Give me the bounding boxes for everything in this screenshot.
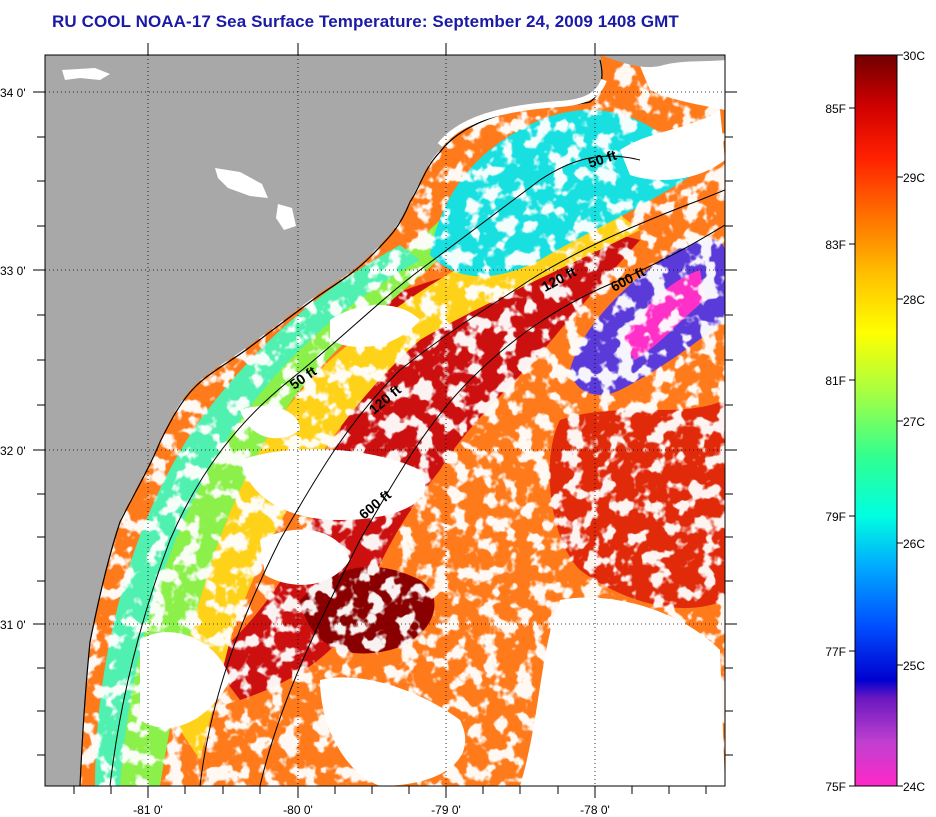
barrier-fringe (437, 78, 607, 147)
cb-label-30c: 30C (903, 49, 925, 63)
lat-label-33: 33 0' (0, 264, 26, 278)
land-mass (45, 55, 602, 786)
cb-label-27c: 27C (903, 415, 925, 429)
isobath-120ft (199, 189, 725, 786)
cb-label-28c: 28C (903, 293, 925, 307)
cloud-patches (140, 60, 725, 786)
map-frame (44, 54, 726, 787)
inland-white-patches (62, 68, 296, 230)
lon-label-79: -79 0' (431, 803, 461, 817)
colorbar-fahrenheit-labels: 85F 83F 81F 79F 77F 75F (825, 102, 846, 794)
isobath-50ft (109, 155, 641, 786)
cb-label-25c: 25C (903, 659, 925, 673)
cb-label-75f: 75F (825, 780, 846, 794)
lon-label-78: -78 0' (580, 803, 610, 817)
cb-label-77f: 77F (825, 645, 846, 659)
land-northeast (600, 55, 725, 68)
axis-ticks (33, 43, 737, 798)
cb-label-29c: 29C (903, 171, 925, 185)
colorbar: 30C 29C 28C 27C 26C 25C 24C 85F 83F 81F … (825, 49, 925, 794)
lon-label-81: -81 0' (133, 803, 163, 817)
cb-label-83f: 83F (825, 238, 846, 252)
cb-label-85f: 85F (825, 102, 846, 116)
longitude-labels: -81 0' -80 0' -79 0' -78 0' (133, 803, 610, 817)
graticule (45, 55, 725, 786)
isobath-600ft (259, 224, 725, 786)
colorbar-gradient (854, 54, 898, 787)
cb-label-79f: 79F (825, 510, 846, 524)
colorbar-celsius-labels: 30C 29C 28C 27C 26C 25C 24C (903, 49, 925, 794)
latitude-labels: 34 0' 33 0' 32 0' 31 0' (0, 86, 26, 632)
map-area (45, 55, 725, 786)
lon-label-80: -80 0' (283, 803, 313, 817)
lat-label-34: 34 0' (0, 86, 26, 100)
map-title: RU COOL NOAA-17 Sea Surface Temperature:… (52, 12, 679, 31)
lat-label-32: 32 0' (0, 444, 26, 458)
colorbar-ticks (849, 54, 903, 787)
cb-label-26c: 26C (903, 537, 925, 551)
isobath-contours (109, 155, 725, 786)
lat-label-31: 31 0' (0, 618, 26, 632)
cb-label-24c: 24C (903, 780, 925, 794)
cb-label-81f: 81F (825, 374, 846, 388)
